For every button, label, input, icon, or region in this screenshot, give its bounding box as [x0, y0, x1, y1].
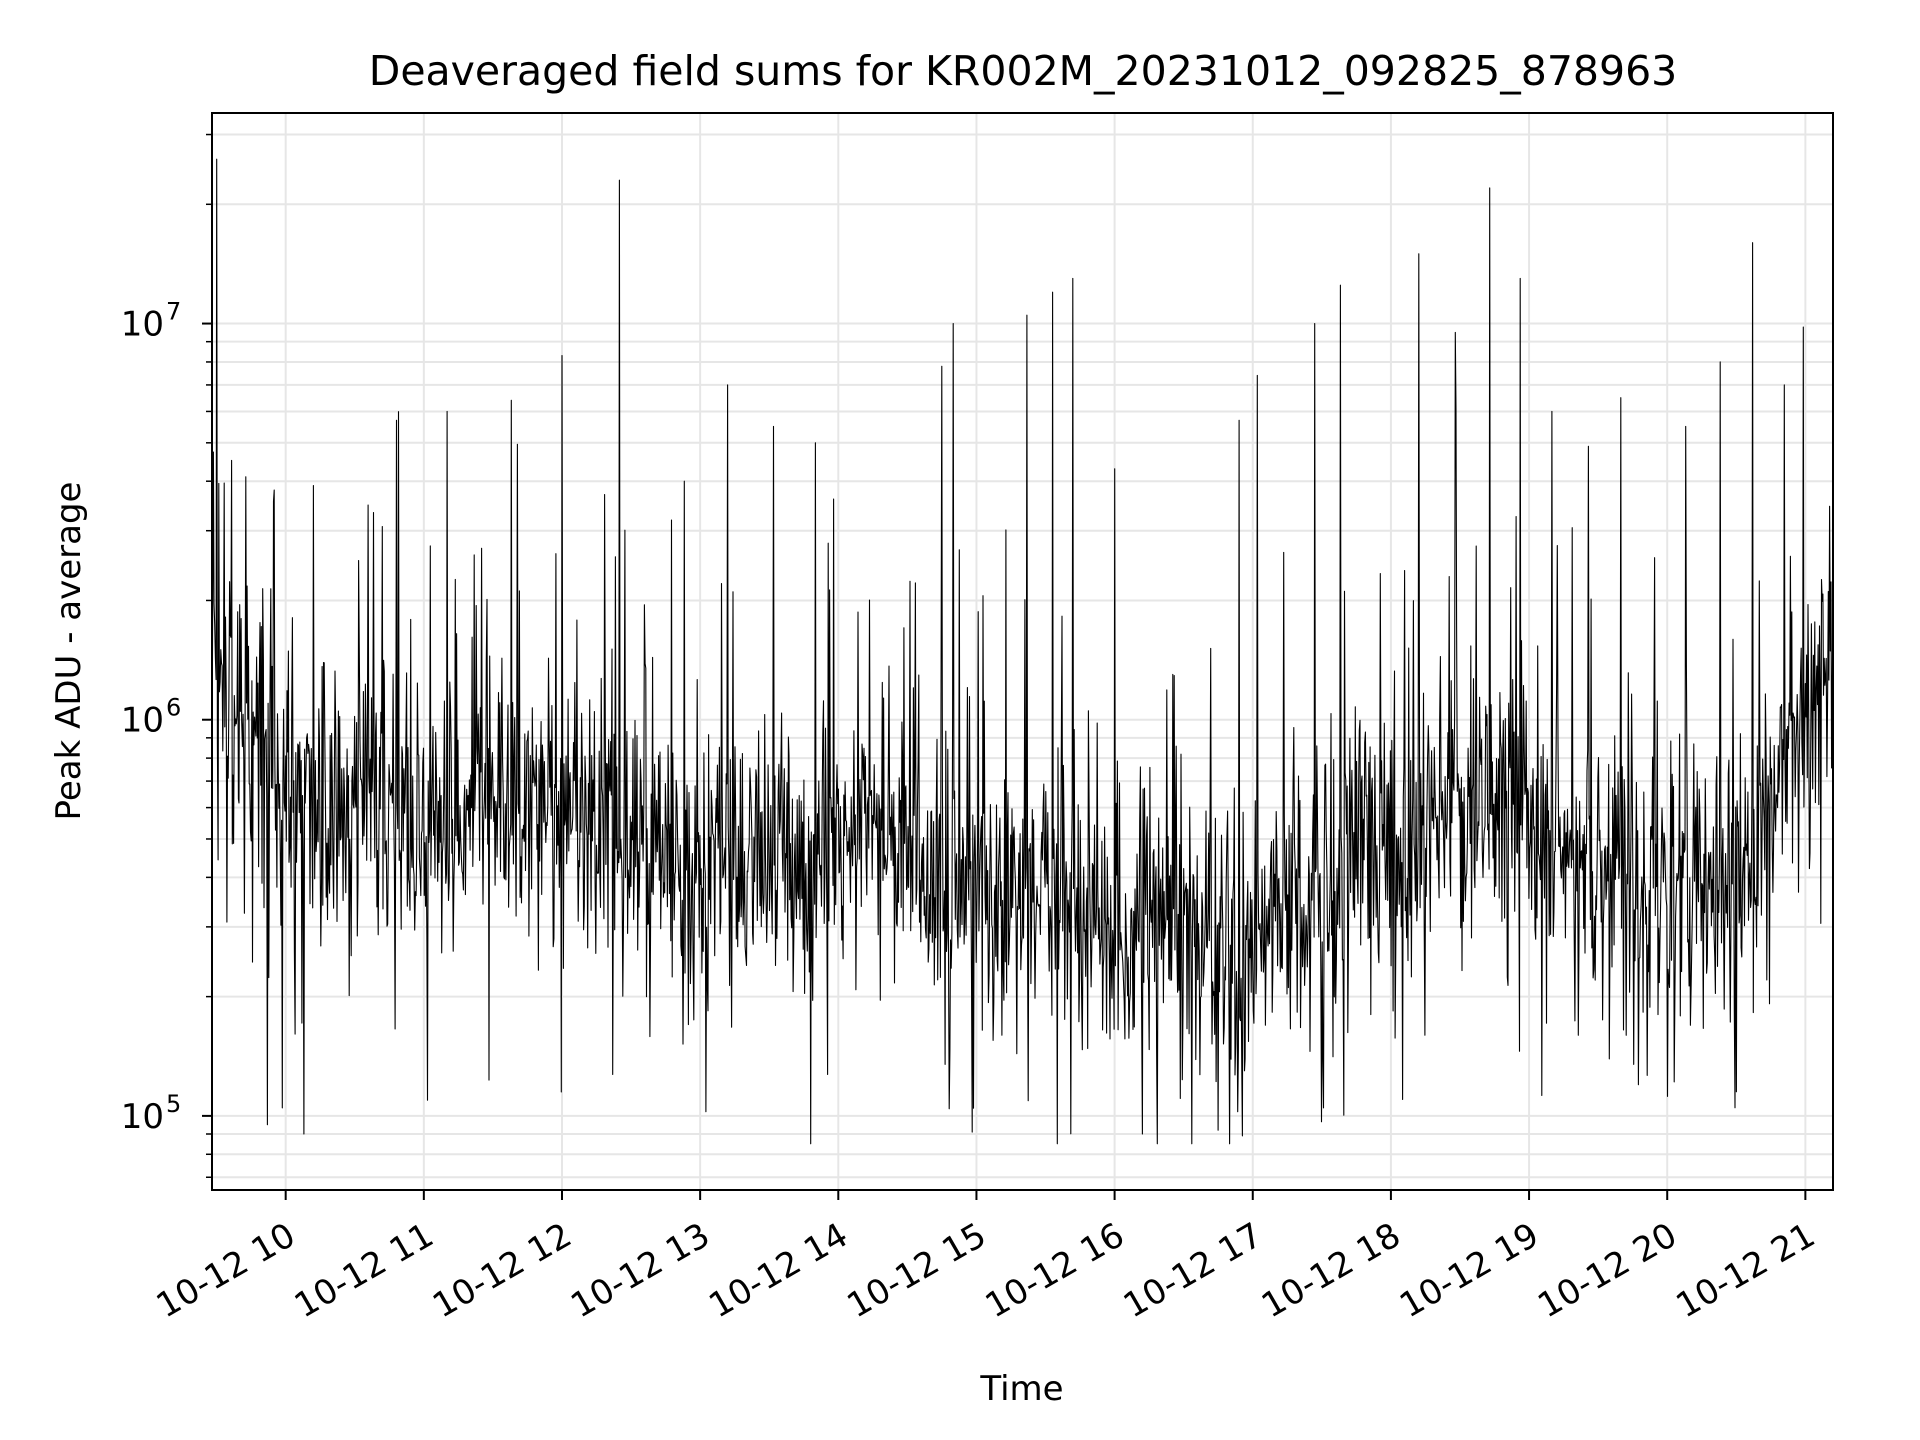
y-tick-label: 10 — [121, 305, 164, 345]
data-series — [211, 158, 1834, 1145]
chart-title: Deaveraged field sums for KR002M_2023101… — [369, 47, 1678, 95]
y-tick-label: 10 — [121, 1097, 164, 1137]
y-tick-exponent: 6 — [166, 694, 181, 722]
y-axis-label: Peak ADU - average — [49, 482, 89, 821]
x-axis-label: Time — [979, 1369, 1063, 1409]
plot-frame — [211, 112, 1834, 1191]
y-tick-exponent: 5 — [166, 1090, 181, 1118]
y-tick-label: 10 — [121, 701, 164, 741]
series-line — [211, 158, 1834, 1145]
y-tick-exponent: 7 — [166, 298, 181, 326]
